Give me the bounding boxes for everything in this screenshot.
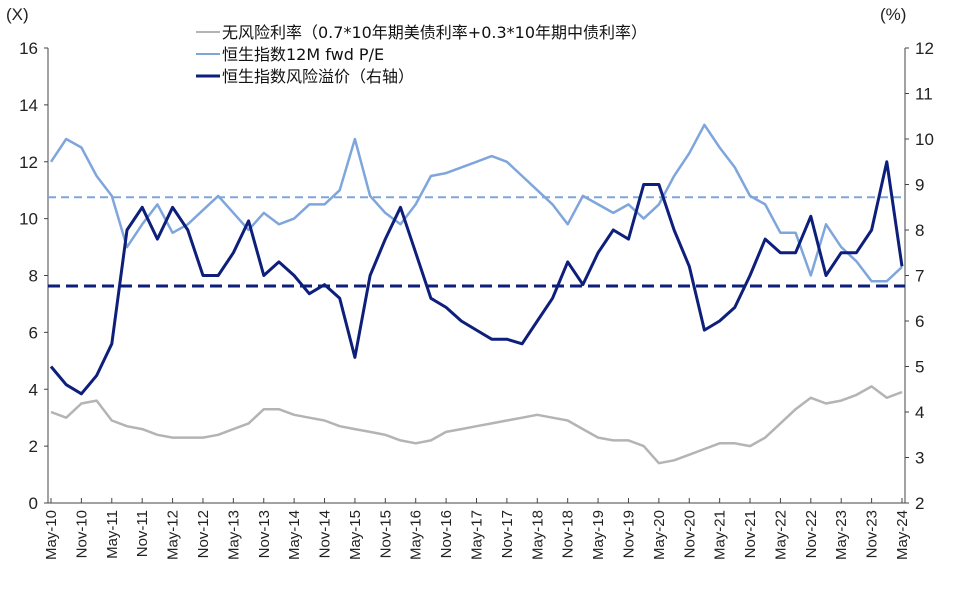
right-tick-label: 10 — [915, 130, 934, 149]
right-tick-label: 9 — [915, 176, 924, 195]
x-tick-label: May-15 — [347, 510, 364, 560]
x-tick-label: May-18 — [529, 510, 546, 560]
right-tick-label: 11 — [915, 85, 933, 104]
x-tick-label: Nov-15 — [377, 510, 394, 558]
x-tick-label: Nov-11 — [134, 510, 151, 557]
x-tick-label: May-17 — [469, 510, 486, 560]
right-tick-label: 3 — [915, 449, 924, 468]
legend-label-risk-free: 无风险利率（0.7*10年期美债利率+0.3*10年期中债利率） — [222, 23, 647, 42]
left-tick-label: 16 — [19, 39, 38, 58]
left-tick-label: 6 — [29, 323, 38, 342]
x-tick-label: May-16 — [408, 510, 425, 560]
x-tick-label: May-10 — [43, 510, 60, 560]
x-tick-label: Nov-22 — [803, 510, 820, 558]
right-tick-label: 12 — [915, 39, 934, 58]
left-tick-label: 10 — [19, 210, 38, 229]
right-tick-label: 6 — [915, 312, 924, 331]
x-tick-label: May-21 — [712, 510, 729, 560]
left-tick-label: 2 — [29, 437, 38, 456]
x-tick-label: May-12 — [165, 510, 182, 560]
left-tick-label: 14 — [19, 96, 38, 115]
x-tick-label: Nov-16 — [438, 510, 455, 558]
x-tick-label: Nov-13 — [256, 510, 273, 558]
left-tick-label: 12 — [19, 153, 38, 172]
x-tick-label: Nov-18 — [560, 510, 577, 558]
legend-label-risk-premium: 恒生指数风险溢价（右轴） — [222, 67, 414, 86]
x-tick-label: May-13 — [225, 510, 242, 560]
x-tick-label: May-22 — [772, 510, 789, 560]
x-tick-label: Nov-20 — [681, 510, 698, 558]
legend: 无风险利率（0.7*10年期美债利率+0.3*10年期中债利率） 恒生指数12M… — [196, 23, 647, 86]
right-tick-label: 4 — [915, 403, 924, 422]
x-tick-label: May-19 — [590, 510, 607, 560]
x-tick-label: Nov-17 — [499, 510, 516, 558]
legend-label-pe: 恒生指数12M fwd P/E — [222, 45, 384, 64]
x-tick-label: May-11 — [104, 510, 121, 559]
x-tick-label: Nov-12 — [195, 510, 212, 558]
right-axis-unit: (%) — [880, 5, 906, 24]
right-tick-label: 2 — [915, 494, 924, 513]
right-tick-label: 8 — [915, 221, 924, 240]
x-tick-label: Nov-19 — [620, 510, 637, 558]
x-tick-label: Nov-21 — [742, 510, 759, 558]
left-tick-label: 8 — [29, 267, 38, 286]
x-tick-label: May-24 — [894, 510, 911, 560]
x-tick-label: May-14 — [286, 510, 303, 560]
x-tick-label: May-23 — [833, 510, 850, 560]
risk-premium-line — [49, 160, 904, 396]
x-tick-label: May-20 — [651, 510, 668, 560]
x-tick-label: Nov-23 — [864, 510, 881, 558]
risk-free-rate-line — [50, 385, 903, 465]
pe-line — [49, 123, 903, 283]
left-tick-label: 0 — [29, 494, 38, 513]
right-tick-label: 7 — [915, 267, 924, 286]
right-tick-label: 5 — [915, 358, 924, 377]
left-axis-unit: (X) — [6, 5, 29, 24]
left-tick-label: 4 — [29, 380, 38, 399]
x-tick-label: Nov-10 — [73, 510, 90, 558]
x-tick-label: Nov-14 — [317, 510, 334, 558]
